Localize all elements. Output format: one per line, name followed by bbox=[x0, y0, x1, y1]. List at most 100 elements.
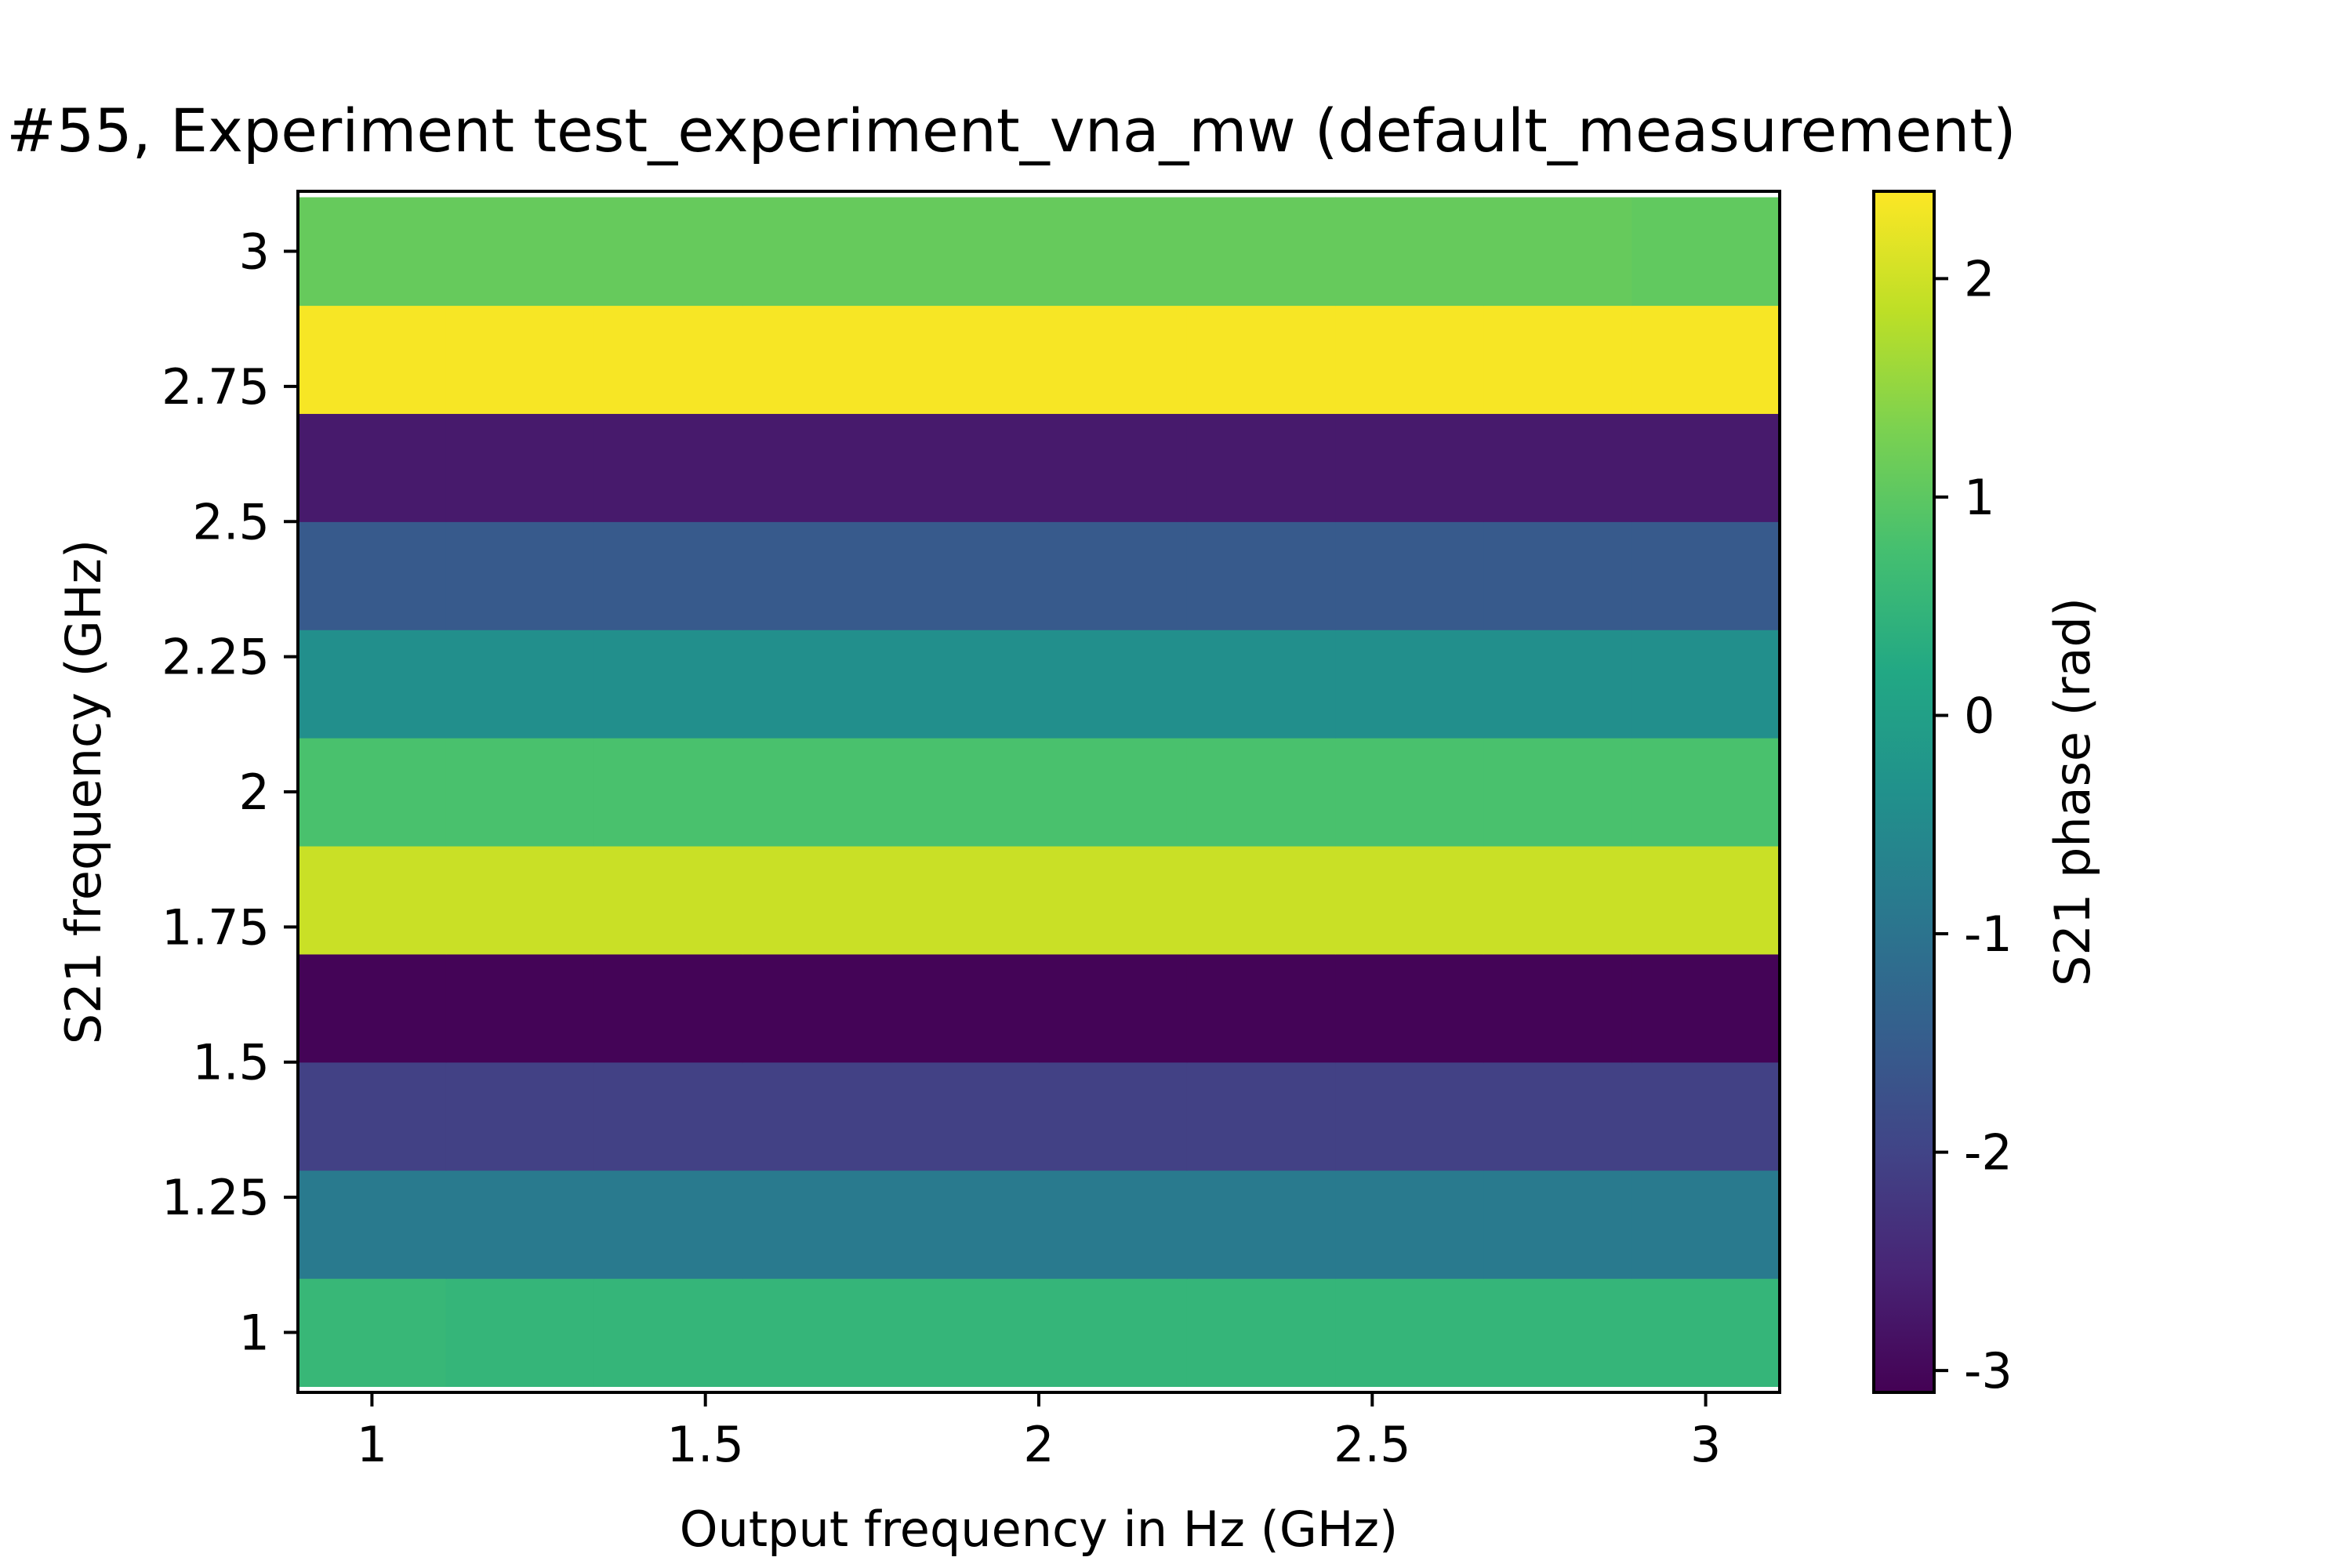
heatmap-cell bbox=[891, 521, 1040, 630]
heatmap-cell bbox=[742, 953, 891, 1063]
heatmap-cell bbox=[1483, 1278, 1632, 1388]
heatmap-cell bbox=[445, 953, 595, 1063]
heatmap-cell bbox=[1632, 953, 1780, 1063]
heatmap-cell bbox=[445, 845, 595, 955]
heatmap-cell bbox=[445, 630, 595, 739]
heatmap-cell bbox=[1039, 845, 1188, 955]
heatmap-cell bbox=[1186, 197, 1336, 307]
heatmap-cell bbox=[742, 630, 891, 739]
x-tick-label: 2 bbox=[1023, 1416, 1054, 1473]
x-axis-label: Output frequency in Hz (GHz) bbox=[680, 1501, 1398, 1558]
heatmap-cell bbox=[891, 1278, 1040, 1388]
heatmap-cell bbox=[445, 521, 595, 630]
heatmap-cell bbox=[1039, 1170, 1188, 1279]
heatmap-cell bbox=[742, 1170, 891, 1279]
heatmap-cell bbox=[593, 305, 743, 414]
heatmap-cells bbox=[298, 197, 1780, 1388]
colorbar-tick-label: -2 bbox=[1964, 1124, 2013, 1181]
heatmap-cell bbox=[1483, 1062, 1632, 1171]
heatmap-cell bbox=[1483, 197, 1632, 307]
heatmap-cell bbox=[445, 1062, 595, 1171]
heatmap-cell bbox=[1039, 630, 1188, 739]
heatmap-cell bbox=[891, 1062, 1040, 1171]
heatmap-cell bbox=[742, 305, 891, 414]
y-tick-label: 1 bbox=[239, 1304, 270, 1361]
colorbar-label: S21 phase (rad) bbox=[2044, 597, 2101, 986]
heatmap-cell bbox=[1186, 305, 1336, 414]
heatmap-cell bbox=[298, 1170, 447, 1279]
heatmap-cell bbox=[891, 413, 1040, 522]
heatmap-cell bbox=[298, 1062, 447, 1171]
heatmap-cell bbox=[1335, 738, 1484, 847]
heatmap-cell bbox=[1039, 305, 1188, 414]
heatmap-cell bbox=[1335, 953, 1484, 1063]
heatmap-cell bbox=[1483, 1170, 1632, 1279]
y-tick-label: 2 bbox=[239, 764, 270, 821]
heatmap-cell bbox=[445, 197, 595, 307]
heatmap-cell bbox=[742, 1062, 891, 1171]
heatmap-cell bbox=[298, 197, 447, 307]
heatmap-cell bbox=[1335, 521, 1484, 630]
heatmap-cell bbox=[445, 738, 595, 847]
heatmap-cell bbox=[891, 197, 1040, 307]
heatmap-cell bbox=[1632, 1278, 1780, 1388]
heatmap-cell bbox=[593, 738, 743, 847]
heatmap-cell bbox=[1335, 630, 1484, 739]
heatmap-cell bbox=[1186, 738, 1336, 847]
heatmap-cell bbox=[1039, 197, 1188, 307]
heatmap-cell bbox=[1335, 305, 1484, 414]
heatmap-cell bbox=[298, 953, 447, 1063]
heatmap-cell bbox=[1483, 630, 1632, 739]
y-tick-label: 1.75 bbox=[162, 898, 270, 956]
heatmap-cell bbox=[1632, 197, 1780, 307]
y-tick-label: 2.25 bbox=[162, 629, 270, 686]
heatmap-cell bbox=[742, 413, 891, 522]
heatmap-cell bbox=[445, 305, 595, 414]
heatmap-cell bbox=[445, 413, 595, 522]
heatmap-cell bbox=[1483, 413, 1632, 522]
x-tick-label: 2.5 bbox=[1334, 1416, 1411, 1473]
heatmap-cell bbox=[891, 305, 1040, 414]
heatmap-cell bbox=[1186, 845, 1336, 955]
colorbar-tick-label: -3 bbox=[1964, 1342, 2013, 1399]
y-tick-label: 2.5 bbox=[192, 493, 270, 550]
heatmap-cell bbox=[1632, 521, 1780, 630]
colorbar-tick-label: 0 bbox=[1964, 688, 1994, 745]
heatmap-cell bbox=[445, 1170, 595, 1279]
heatmap-cell bbox=[298, 521, 447, 630]
heatmap-cell bbox=[1186, 953, 1336, 1063]
heatmap-cell bbox=[1335, 197, 1484, 307]
heatmap-cell bbox=[593, 845, 743, 955]
colorbar bbox=[1872, 190, 1936, 1394]
heatmap-cell bbox=[298, 845, 447, 955]
colorbar-tick-label: -1 bbox=[1964, 906, 2013, 963]
heatmap-cell bbox=[593, 1170, 743, 1279]
colorbar-axis: 2 1 0 -1 -2 -3 bbox=[1934, 250, 2013, 1399]
heatmap-cell bbox=[1483, 845, 1632, 955]
y-tick-label: 1.5 bbox=[192, 1034, 270, 1091]
heatmap-cell bbox=[298, 1278, 447, 1388]
heatmap-cell bbox=[891, 845, 1040, 955]
y-tick-label: 2.75 bbox=[162, 358, 270, 416]
heatmap-cell bbox=[742, 845, 891, 955]
heatmap-cell bbox=[1632, 1170, 1780, 1279]
heatmap-cell bbox=[1483, 305, 1632, 414]
y-axis: 1 1.25 1.5 1.75 2 2.25 2.5 2.75 3 bbox=[162, 223, 298, 1361]
heatmap-cell bbox=[298, 738, 447, 847]
heatmap-cell bbox=[1186, 1278, 1336, 1388]
heatmap-cell bbox=[1632, 413, 1780, 522]
heatmap-cell bbox=[593, 630, 743, 739]
heatmap-cell bbox=[1186, 1062, 1336, 1171]
heatmap-cell bbox=[1039, 413, 1188, 522]
heatmap-cell bbox=[298, 305, 447, 414]
heatmap-cell bbox=[1335, 413, 1484, 522]
heatmap-cell bbox=[1335, 1062, 1484, 1171]
heatmap-cell bbox=[593, 953, 743, 1063]
heatmap-cell bbox=[1483, 521, 1632, 630]
heatmap-cell bbox=[1186, 413, 1336, 522]
heatmap-cell bbox=[1039, 738, 1188, 847]
heatmap-cell bbox=[1335, 845, 1484, 955]
heatmap-cell bbox=[1186, 521, 1336, 630]
heatmap-cell bbox=[593, 1062, 743, 1171]
heatmap-cell bbox=[891, 630, 1040, 739]
